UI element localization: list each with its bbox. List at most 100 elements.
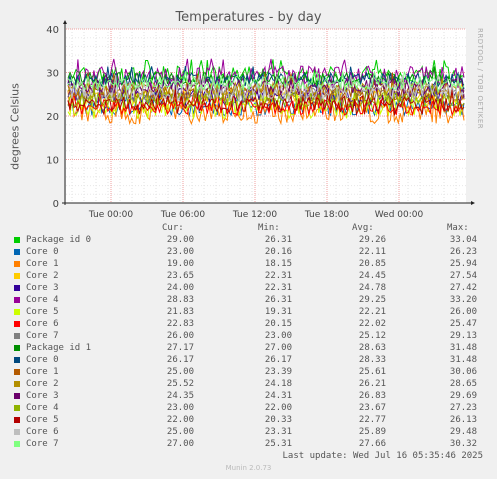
legend-value-max: 30.06: [449, 367, 477, 377]
legend-series-name: Core 3: [26, 283, 59, 293]
legend-value-min: 22.31: [264, 283, 292, 293]
legend-value-avg: 25.89: [358, 427, 386, 437]
legend-series-name: Core 1: [26, 259, 59, 269]
legend-series-name: Core 0: [26, 355, 59, 365]
legend-header-max: Max:: [447, 223, 469, 233]
legend-value-cur: 24.00: [166, 283, 194, 293]
legend-value-min: 22.31: [264, 271, 292, 281]
legend-value-cur: 24.35: [166, 391, 194, 401]
x-tick-label: Tue 12:00: [232, 210, 277, 220]
legend-value-max: 31.48: [449, 343, 477, 353]
legend-value-avg: 27.66: [358, 439, 386, 449]
legend-value-avg: 22.77: [358, 415, 386, 425]
series-line: [67, 74, 465, 104]
legend-swatch: [14, 237, 20, 243]
legend-value-min: 20.33: [264, 415, 292, 425]
legend-value-max: 26.13: [449, 415, 477, 425]
legend-swatch: [14, 369, 20, 375]
legend-value-max: 30.32: [449, 439, 477, 449]
series-line: [67, 84, 465, 110]
legend-value-avg: 28.33: [358, 355, 386, 365]
legend-value-min: 27.00: [264, 343, 292, 353]
y-tick-label: 0: [53, 199, 59, 210]
legend-value-avg: 25.12: [358, 331, 386, 341]
legend-series-name: Core 2: [26, 379, 59, 389]
legend-value-avg: 23.67: [358, 403, 386, 413]
chart-title: Temperatures - by day: [175, 10, 322, 25]
legend-header-avg: Avg:: [352, 223, 374, 233]
x-tick-label: Tue 06:00: [160, 210, 205, 220]
legend-value-max: 27.42: [449, 283, 477, 293]
legend-value-max: 27.23: [449, 403, 477, 413]
legend-value-max: 29.13: [449, 331, 477, 341]
legend-series-name: Core 3: [26, 391, 59, 401]
legend-value-avg: 20.85: [358, 259, 386, 269]
legend-value-cur: 26.00: [166, 331, 194, 341]
x-tick-label: Tue 18:00: [304, 210, 349, 220]
legend-value-avg: 26.83: [358, 391, 386, 401]
legend-value-max: 29.48: [449, 427, 477, 437]
legend-value-avg: 22.21: [358, 307, 386, 317]
legend-value-max: 25.94: [449, 259, 477, 269]
legend-series-name: Core 7: [26, 439, 59, 449]
last-update: Last update: Wed Jul 16 05:35:46 2025: [282, 451, 483, 461]
legend-value-avg: 24.45: [358, 271, 386, 281]
legend-value-cur: 25.00: [166, 427, 194, 437]
legend-swatch: [14, 345, 20, 351]
legend-swatch: [14, 357, 20, 363]
legend-swatch: [14, 297, 20, 303]
legend-value-cur: 27.17: [166, 343, 194, 353]
legend-value-min: 25.31: [264, 439, 292, 449]
legend-value-cur: 21.83: [166, 307, 194, 317]
y-tick-label: 10: [46, 156, 59, 167]
temperature-chart: 0 10 20 30 40 Tue 00:00 Tue 06:00 Tue 12:00 Tue …: [46, 20, 475, 220]
legend-series-name: Package id 1: [26, 343, 92, 353]
legend-value-min: 24.31: [264, 391, 292, 401]
legend-value-cur: 25.52: [166, 379, 194, 389]
legend-swatch: [14, 393, 20, 399]
legend-swatch: [14, 333, 20, 339]
rrdtool-credit: RRDTOOL / TOBI OETIKER: [476, 28, 484, 130]
legend-swatch: [14, 261, 20, 267]
legend-value-max: 33.20: [449, 295, 477, 305]
series-line: [67, 70, 465, 94]
legend-value-min: 20.16: [264, 247, 292, 257]
legend-header-min: Min:: [258, 223, 280, 233]
legend-value-min: 26.31: [264, 295, 292, 305]
legend-value-cur: 27.00: [166, 439, 194, 449]
legend-swatch: [14, 405, 20, 411]
legend-value-avg: 22.02: [358, 319, 386, 329]
legend-value-cur: 23.00: [166, 247, 194, 257]
legend-value-max: 26.23: [449, 247, 477, 257]
legend-value-cur: 29.00: [166, 235, 194, 245]
legend-value-avg: 24.78: [358, 283, 386, 293]
legend-value-min: 18.15: [264, 259, 292, 269]
legend-value-max: 26.00: [449, 307, 477, 317]
legend-value-cur: 22.83: [166, 319, 194, 329]
y-tick-label: 30: [46, 69, 59, 80]
legend-value-max: 33.04: [449, 235, 477, 245]
legend-series-name: Core 5: [26, 415, 59, 425]
legend-swatch: [14, 273, 20, 279]
y-axis-arrow: [63, 20, 67, 24]
legend-value-max: 25.47: [449, 319, 477, 329]
legend-series-name: Core 5: [26, 307, 59, 317]
legend-value-cur: 26.17: [166, 355, 194, 365]
legend-series-name: Package id 0: [26, 235, 92, 245]
legend-series-name: Core 7: [26, 331, 59, 341]
legend-series-name: Core 4: [26, 403, 59, 413]
legend-value-max: 29.69: [449, 391, 477, 401]
y-tick-label: 20: [46, 112, 59, 123]
x-tick-label: Wed 00:00: [375, 210, 424, 220]
legend-header-cur: Cur:: [162, 223, 184, 233]
legend-swatch: [14, 309, 20, 315]
legend-value-cur: 23.00: [166, 403, 194, 413]
legend-series-name: Core 6: [26, 427, 59, 437]
legend-value-cur: 19.00: [166, 259, 194, 269]
legend-value-avg: 26.21: [358, 379, 386, 389]
legend-value-min: 24.18: [264, 379, 292, 389]
legend-value-cur: 28.83: [166, 295, 194, 305]
legend-value-min: 23.31: [264, 427, 292, 437]
munin-version: Munin 2.0.73: [225, 464, 272, 472]
legend-value-cur: 25.00: [166, 367, 194, 377]
